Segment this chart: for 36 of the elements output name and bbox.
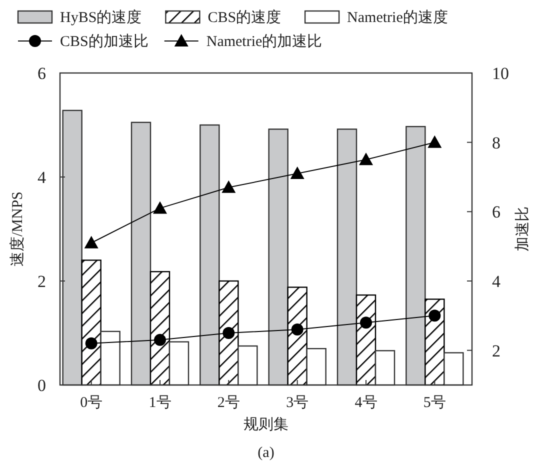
- x-tick-label: 1号: [148, 395, 172, 411]
- legend-label: Nametrie的速度: [347, 9, 448, 26]
- y-tick-label: 0: [38, 376, 46, 395]
- legend-label: Nametrie的加速比: [206, 33, 322, 50]
- y2-tick-label: 2: [492, 341, 500, 360]
- point: [84, 236, 98, 248]
- point: [222, 327, 235, 339]
- x-tick-label: 2号: [217, 395, 240, 411]
- legend-label: CBS的速度: [208, 9, 282, 26]
- point: [428, 310, 441, 322]
- x-tick-label: 0号: [80, 395, 103, 411]
- text: (a): [258, 445, 274, 461]
- y2-tick-label: 6: [492, 202, 500, 222]
- y2-tick-label: 8: [492, 133, 500, 152]
- point: [85, 337, 98, 350]
- point: [154, 334, 166, 346]
- x-tick-label: 5号: [423, 395, 446, 411]
- x-tick-label: 4号: [354, 395, 378, 411]
- y-tick-label: 2: [38, 272, 46, 291]
- y2-axis-title: 加速比: [514, 206, 531, 252]
- point: [290, 166, 304, 180]
- y-tick-label: 6: [38, 64, 46, 83]
- x-tick-label: 3号: [286, 395, 309, 411]
- legend-label: HyBS的速度: [60, 9, 142, 26]
- y2-tick-label: 4: [492, 272, 501, 291]
- point: [359, 152, 373, 166]
- y2-tick-label: 10: [492, 64, 509, 83]
- point: [222, 180, 236, 193]
- y-tick-label: 4: [38, 168, 46, 187]
- x-axis-title: 规则集: [244, 416, 288, 433]
- point: [153, 201, 167, 214]
- legend-label: CBS的加速比: [60, 33, 148, 50]
- point: [428, 135, 442, 148]
- y-axis-title: 速度/MNPS: [9, 191, 26, 267]
- point: [291, 324, 304, 336]
- point: [360, 316, 372, 329]
